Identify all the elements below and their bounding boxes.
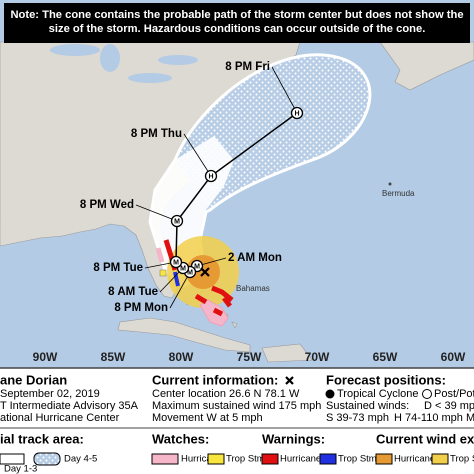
forecast-symbol: M xyxy=(174,218,180,225)
longitude-label: 90W xyxy=(33,350,58,364)
current-title: Current information: xyxy=(152,372,278,387)
storm-name: ane Dorian xyxy=(0,372,67,387)
forecast-symbol: M xyxy=(187,269,193,276)
track-title: ial track area: xyxy=(0,431,84,446)
advisory: T Intermediate Advisory 35A xyxy=(0,400,139,412)
forecast-type: Post/Pote xyxy=(434,388,474,400)
wind-class: S 39-73 mph xyxy=(326,412,389,424)
trop-storm-warning-swatch xyxy=(319,453,337,465)
current-line: Center location 26.6 N 78.1 W xyxy=(152,388,300,400)
hurricane-watch-area xyxy=(199,299,229,327)
forecast-marker xyxy=(290,106,304,120)
wind-class: D < 39 mph xyxy=(424,400,474,412)
day-1-3-swatch xyxy=(0,453,25,465)
hurricane-wind-swatch xyxy=(375,453,393,465)
forecast-symbol: H xyxy=(294,110,299,117)
forecast-marker xyxy=(204,169,218,183)
center: ational Hurricane Center xyxy=(0,412,120,424)
current-line: Movement W at 5 mph xyxy=(152,412,263,424)
hurricane-warning-swatch xyxy=(261,453,279,465)
track-item: Day 4-5 xyxy=(64,454,97,465)
wind-class: H 74-110 mph xyxy=(394,412,463,424)
wind-item: Hurricane xyxy=(394,454,435,465)
place-label: Bahamas xyxy=(236,284,270,293)
hurricane-watch xyxy=(155,247,165,263)
bermuda-island xyxy=(388,182,392,186)
wind-title: Current wind exte xyxy=(376,431,474,446)
forecast-symbol: H xyxy=(208,173,213,180)
warnings-title: Warnings: xyxy=(262,431,325,446)
trop-storm-watch-swatch xyxy=(207,453,225,465)
forecast-time: 8 PM Thu xyxy=(131,128,182,140)
wind-item: Trop Stm xyxy=(450,454,474,465)
current-position xyxy=(200,267,210,277)
leader-line xyxy=(169,271,191,309)
leader-line xyxy=(271,66,298,114)
trop-storm-wind-swatch xyxy=(431,453,449,465)
place-label: Bermuda xyxy=(382,189,415,198)
current-icon xyxy=(285,376,294,385)
longitude-labels: 90W 85W 80W 75W 70W 65W 60W xyxy=(33,350,466,364)
watch-item: Hurricane xyxy=(181,454,222,465)
note-text: Note: The cone contains the probable pat… xyxy=(10,9,463,35)
leader-line xyxy=(183,133,212,177)
lakes xyxy=(50,44,198,83)
forecast-time: 8 PM Mon xyxy=(114,302,168,314)
date: September 02, 2019 xyxy=(0,388,100,400)
current-line: Maximum sustained wind 175 mph xyxy=(152,400,321,412)
cone-outline xyxy=(148,53,372,288)
forecast-type: Tropical Cyclone xyxy=(337,388,419,400)
track-item: Day 1-3 xyxy=(4,464,37,474)
trop-storm-warning xyxy=(173,271,180,287)
warning-item: Trop Stm xyxy=(338,454,377,465)
longitude-label: 70W xyxy=(305,350,330,364)
hurricane-watch-swatch xyxy=(151,453,179,465)
longitude-label: 65W xyxy=(373,350,398,364)
post-tropical-icon xyxy=(422,389,432,399)
warning-item: Hurricane xyxy=(280,454,321,465)
forecast-marker xyxy=(170,214,184,228)
wind-class: M xyxy=(466,412,474,424)
longitude-label: 75W xyxy=(237,350,262,364)
forecast-symbol: M xyxy=(180,265,186,272)
sustained-title: Sustained winds: xyxy=(326,400,409,412)
hurricane-warning-bahamas xyxy=(194,285,234,317)
forecast-time: 8 PM Wed xyxy=(80,199,134,211)
track: 2 AM Mon M 8 PM Mon M 8 AM Tue M 8 PM Tue M 8 PM… xyxy=(80,61,304,314)
forecast-title: Forecast positions: xyxy=(326,372,446,387)
forecast-time: 8 PM Fri xyxy=(225,61,270,73)
watches-title: Watches: xyxy=(152,431,209,446)
longitude-label: 80W xyxy=(169,350,194,364)
note-box xyxy=(4,3,470,43)
info-panel xyxy=(0,368,474,474)
trop-storm-watch xyxy=(159,269,167,277)
forecast-symbol: M xyxy=(173,259,179,266)
forecast-symbol: M xyxy=(194,263,200,270)
forecast-marker xyxy=(169,255,183,269)
longitude-label: 85W xyxy=(101,350,126,364)
watch-item: Trop Stm xyxy=(226,454,265,465)
day-4-5-swatch xyxy=(33,452,61,466)
leader-line xyxy=(135,204,178,222)
tropical-cyclone-icon xyxy=(325,389,335,399)
longitude-label: 60W xyxy=(441,350,466,364)
forecast-time: 8 PM Tue xyxy=(93,262,143,274)
forecast-time: 8 AM Tue xyxy=(108,286,158,298)
forecast-time: 2 AM Mon xyxy=(228,252,282,264)
